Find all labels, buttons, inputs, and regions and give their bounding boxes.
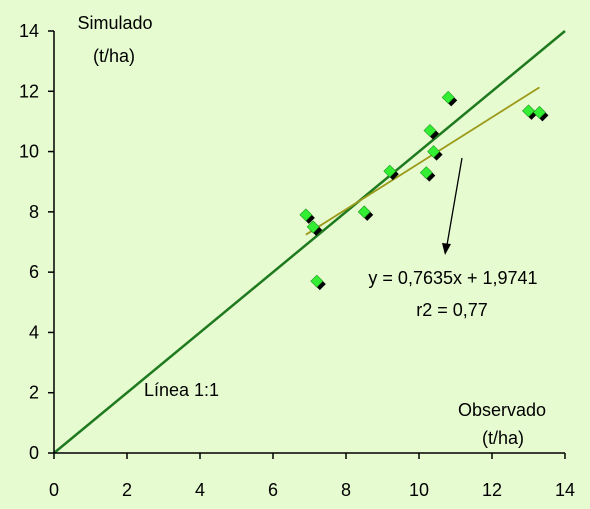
data-point [383,164,399,181]
y-tick-label: 2 [29,383,39,403]
y-tick-label: 6 [29,262,39,282]
regression-equation: y = 0,7635x + 1,9741 [368,268,537,288]
data-point [427,145,443,161]
identity-line-label: Línea 1:1 [144,380,219,400]
x-tick-label: 0 [49,480,59,500]
regression-line-layer [305,86,540,236]
x-tick-label: 10 [409,480,429,500]
x-axis-title-line1: Observado [458,400,546,420]
y-axis-title-line2: (t/ha) [93,46,135,66]
data-point [357,205,374,221]
x-tick-label: 6 [268,480,278,500]
identity-line-layer [53,30,566,454]
data-point [423,124,439,140]
ticks-layer: 0 2 4 6 8 10 12 14 0 2 4 6 8 10 12 14 [19,21,575,500]
x-tick-label: 2 [122,480,132,500]
x-tick-label: 4 [195,480,205,500]
x-tick-label: 12 [482,480,502,500]
y-tick-label: 12 [19,81,39,101]
identity-line [53,30,566,454]
data-point [299,208,315,224]
data-point [522,104,538,120]
data-point [419,166,436,182]
y-axis-title-line1: Simulado [77,13,152,33]
y-tick-label: 8 [29,202,39,222]
annotation-arrow [442,157,463,255]
x-tick-label: 8 [341,480,351,500]
r-squared-label: r2 = 0,77 [416,300,488,320]
y-tick-label: 0 [29,443,39,463]
regression-line [305,86,540,236]
data-point [441,90,458,107]
points-layer [299,90,549,291]
data-point [306,220,323,236]
data-point [310,274,326,291]
y-tick-label: 4 [29,322,39,342]
y-tick-label: 10 [19,142,39,162]
axes-layer [53,31,565,454]
y-tick-label: 14 [19,21,39,41]
x-tick-label: 14 [555,480,575,500]
x-axis-title-line2: (t/ha) [482,428,524,448]
data-point [533,105,549,122]
